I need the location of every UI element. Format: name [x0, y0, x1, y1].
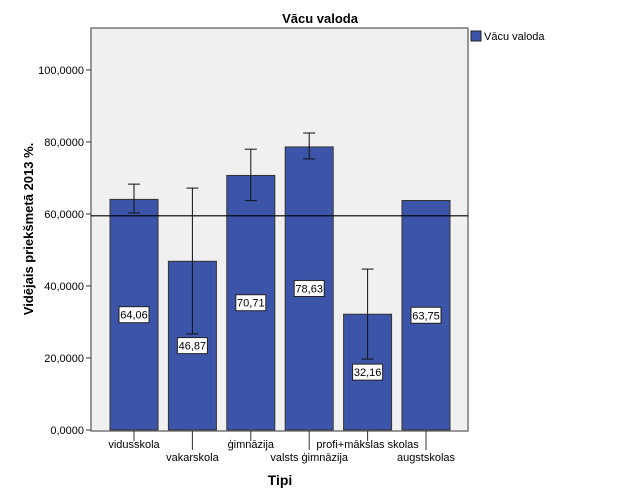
x-tick-label: vidusskola [108, 439, 160, 451]
legend: Vācu valoda [470, 30, 545, 43]
y-tick-label: 0,0000 [50, 425, 84, 437]
bars: 64,06 46,87 70,71 78,63 32,16 63,75 [91, 132, 468, 431]
chart-title: Vācu valoda [282, 11, 359, 26]
value-label-box [118, 306, 150, 324]
value-label: 46,87 [179, 341, 207, 353]
value-label-box [176, 337, 208, 355]
x-tick-label: profi+mākslas skolas [316, 439, 419, 451]
x-axis-label: Tipi [268, 472, 293, 488]
y-tick-label: 20,0000 [44, 353, 84, 365]
y-tick-label: 60,0000 [44, 209, 84, 221]
value-label: 78,63 [295, 283, 323, 295]
value-label-box [235, 294, 267, 312]
y-tick-label: 40,0000 [44, 281, 84, 293]
value-label: 63,75 [412, 310, 440, 322]
x-tick-label: valsts ģimnāzija [270, 451, 349, 464]
y-axis: 0,0000 20,0000 40,0000 60,0000 80,0000 100,00… [38, 65, 91, 437]
value-label: 32,16 [354, 367, 382, 379]
x-tick-label: augstskolas [397, 452, 456, 464]
x-tick-label: ģimnāzija [228, 438, 275, 451]
x-tick-label: vakarskola [166, 452, 219, 464]
value-label-box [352, 363, 384, 381]
legend-label: Vācu valoda [484, 31, 545, 43]
y-tick-label: 80,0000 [44, 137, 84, 149]
value-label-box [410, 306, 442, 324]
y-axis-label: Vidējais priekšmetā 2013 %. [21, 143, 36, 315]
y-tick-label: 100,0000 [38, 65, 84, 77]
legend-swatch [470, 30, 482, 42]
value-label: 70,71 [237, 298, 265, 310]
value-label-box [293, 279, 325, 297]
value-label: 64,06 [120, 310, 148, 322]
